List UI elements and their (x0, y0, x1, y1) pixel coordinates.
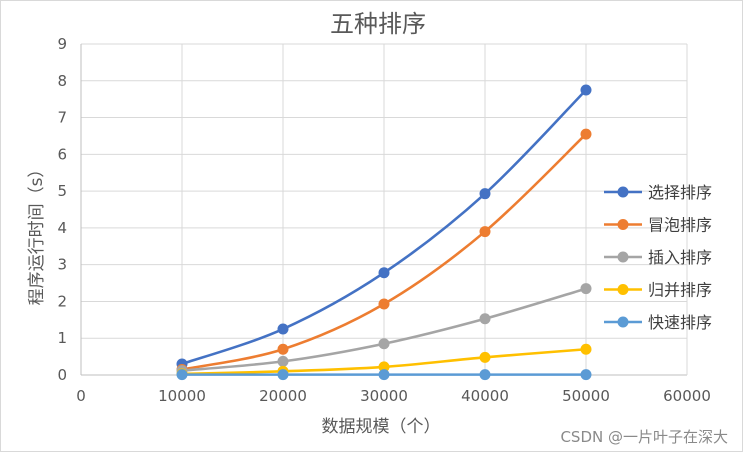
y-tick-label: 6 (57, 145, 67, 163)
x-tick-label: 40000 (461, 387, 509, 405)
data-point (277, 355, 289, 367)
y-tick-label: 7 (57, 109, 67, 127)
chart-title: 五种排序 (330, 10, 426, 38)
y-tick-label: 9 (57, 35, 67, 53)
watermark: CSDN @一片叶子在深大 (560, 428, 728, 446)
data-point (479, 369, 491, 381)
data-point (479, 313, 491, 325)
y-tick-label: 8 (57, 72, 67, 90)
grid-layer (80, 43, 688, 376)
data-point (580, 84, 592, 96)
y-axis-label: 程序运行时间（s） (27, 161, 47, 306)
legend-item: 插入排序 (604, 248, 712, 267)
y-tick-label: 1 (57, 329, 67, 347)
x-tick-label: 60000 (663, 387, 711, 405)
data-point (277, 343, 289, 355)
tick-layer: 0 1 2 3 4 5 6 7 8 9 0 10000 20000 30000 40000 50000 6000… (57, 35, 710, 405)
data-point (479, 188, 491, 200)
data-point (176, 369, 188, 381)
y-tick-label: 2 (57, 292, 67, 310)
legend-swatch-marker (617, 219, 629, 230)
data-point (580, 343, 592, 355)
series-1 (176, 84, 592, 370)
data-point (580, 369, 592, 381)
data-point (277, 369, 289, 381)
legend-label: 插入排序 (648, 248, 712, 267)
legend-label: 冒泡排序 (648, 216, 712, 235)
data-point (277, 323, 289, 335)
data-point (378, 267, 390, 279)
x-tick-label: 20000 (259, 387, 307, 405)
series-5 (176, 369, 592, 381)
legend-swatch-marker (617, 284, 629, 295)
legend-swatch-marker (617, 186, 629, 198)
x-tick-label: 0 (76, 387, 86, 405)
legend-item: 冒泡排序 (604, 216, 712, 235)
data-point (580, 283, 592, 295)
x-axis-label: 数据规模（个） (322, 417, 441, 437)
legend-item: 归并排序 (604, 281, 712, 300)
data-point (479, 351, 491, 363)
x-tick-label: 50000 (562, 387, 610, 405)
legend-label: 快速排序 (648, 313, 712, 332)
legend-item: 快速排序 (604, 313, 712, 332)
x-tick-label: 10000 (158, 387, 206, 405)
data-point (580, 128, 592, 140)
y-tick-label: 5 (57, 182, 67, 200)
data-point (479, 226, 491, 238)
series-layer (176, 84, 592, 381)
y-tick-label: 3 (57, 256, 67, 274)
y-tick-label: 4 (57, 219, 67, 237)
data-point (378, 298, 390, 310)
legend-swatch-marker (617, 316, 629, 328)
data-point (378, 361, 390, 373)
x-tick-label: 30000 (360, 387, 408, 405)
legend-swatch-marker (617, 251, 629, 263)
y-tick-label: 0 (57, 366, 67, 384)
legend-label: 归并排序 (648, 281, 712, 300)
legend-label: 选择排序 (648, 183, 712, 202)
data-point (378, 369, 390, 381)
legend-item: 选择排序 (604, 183, 712, 202)
data-point (378, 338, 390, 350)
